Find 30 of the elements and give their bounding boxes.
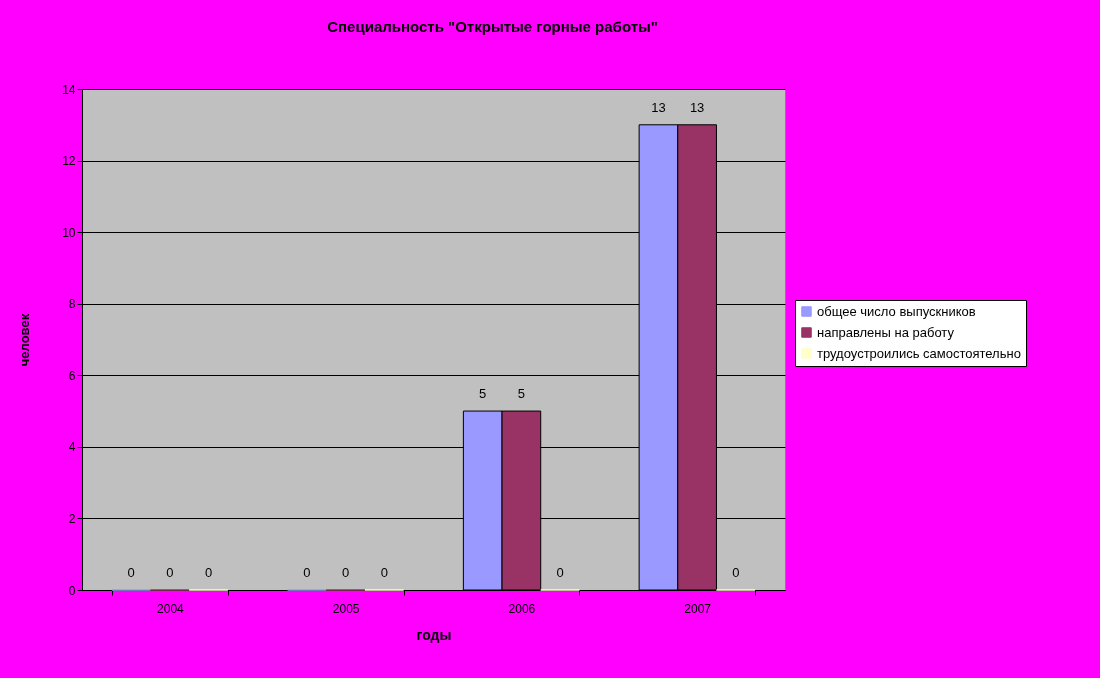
y-axis-title: человек xyxy=(17,313,33,367)
data-label: 0 xyxy=(732,565,740,580)
x-tick-label: 2005 xyxy=(332,601,360,616)
y-tick-label: 4 xyxy=(68,440,76,455)
y-tick-label: 0 xyxy=(68,583,76,598)
data-label: 5 xyxy=(517,386,525,402)
y-tick-label: 10 xyxy=(62,225,76,240)
data-label: 5 xyxy=(479,386,487,402)
y-tick-label: 6 xyxy=(68,368,76,383)
x-tick-label: 2004 xyxy=(157,601,185,616)
chart-title: Специальность "Открытые горные работы" xyxy=(327,18,658,35)
data-label: 0 xyxy=(380,565,388,580)
x-tick-label: 2006 xyxy=(508,601,536,616)
legend-label: общее число выпускников xyxy=(817,303,976,319)
x-tick-label: 2007 xyxy=(684,601,712,616)
data-label: 0 xyxy=(342,565,350,580)
data-label: 0 xyxy=(556,565,564,580)
data-label: 0 xyxy=(204,565,213,580)
y-tick-label: 12 xyxy=(62,154,76,169)
data-label: 0 xyxy=(166,565,174,580)
data-label: 0 xyxy=(127,565,135,580)
y-tick-label: 14 xyxy=(62,82,76,97)
y-tick-label: 8 xyxy=(68,297,76,312)
legend-label: трудоустроились самостоятельно xyxy=(817,345,1021,361)
data-label: 13 xyxy=(689,99,705,115)
x-axis-title: годы xyxy=(416,626,452,643)
data-label: 0 xyxy=(303,565,311,580)
data-label: 13 xyxy=(651,99,666,115)
y-tick-label: 2 xyxy=(68,511,76,526)
legend-label: направлены на работу xyxy=(817,324,955,340)
